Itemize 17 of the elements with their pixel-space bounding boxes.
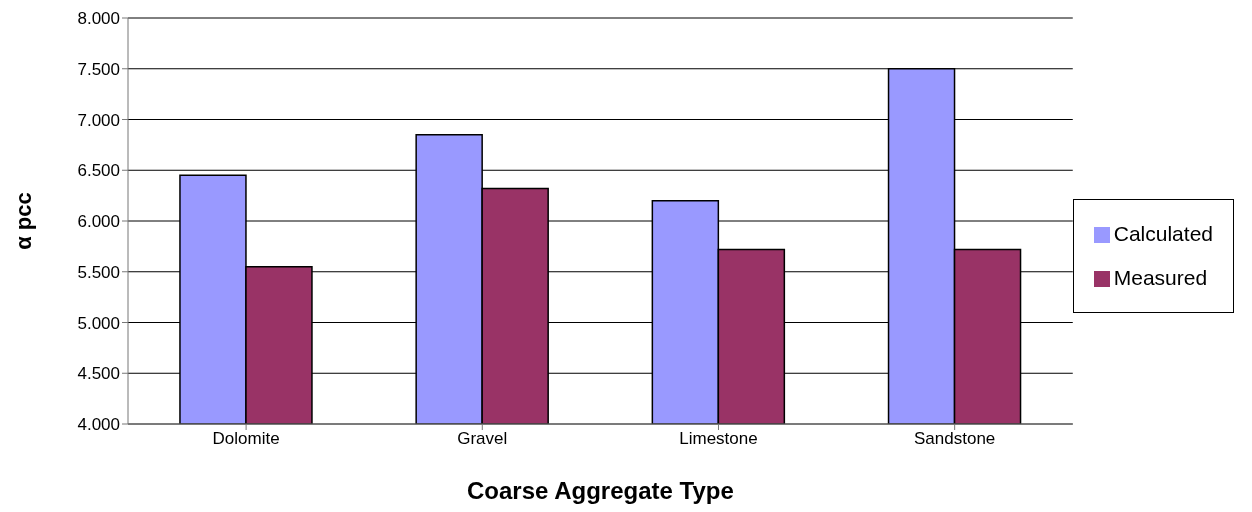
y-tick-label: 6.500	[77, 161, 120, 181]
y-tick-label: 7.000	[77, 110, 120, 130]
y-tick-label: 4.500	[77, 364, 120, 384]
x-tick-label: Limestone	[679, 429, 758, 449]
y-tick-label: 8.000	[77, 9, 120, 29]
x-tick-label: Gravel	[457, 429, 508, 449]
y-tick-label: 6.000	[77, 212, 120, 232]
x-tick-label: Sandstone	[914, 429, 996, 449]
x-tick-label: Dolomite	[212, 429, 280, 449]
x-axis-title: Coarse Aggregate Type	[467, 477, 734, 505]
legend-label: Calculated	[1113, 222, 1213, 245]
y-tick-label: 5.000	[77, 313, 120, 333]
y-tick-label: 5.500	[77, 262, 120, 282]
y-tick-label: 4.000	[77, 415, 120, 435]
y-axis-title: α pcc	[10, 192, 36, 250]
y-tick-label: 7.500	[77, 59, 120, 79]
legend-label: Measured	[1113, 266, 1208, 289]
